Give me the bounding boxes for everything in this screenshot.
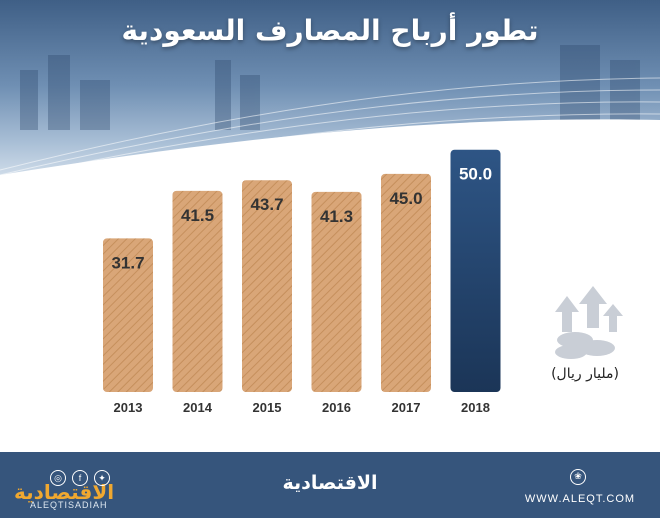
x-tick-2013: 2013 [114,400,143,415]
bar-chart: 31.7 41.5 43.7 41.3 45.0 50.0 2013 2014 2015 201… [103,149,501,415]
instagram-icon[interactable]: ◎ [50,470,66,486]
data-label-2014: 41.5 [181,206,214,225]
data-label-2013: 31.7 [111,253,144,272]
data-label-2016: 41.3 [320,207,353,226]
bar-2018 [450,149,501,392]
x-tick-2018: 2018 [461,400,490,415]
x-tick-2017: 2017 [392,400,421,415]
twitter-icon[interactable]: ✦ [94,470,110,486]
coins-rising-arrows-icon [555,286,623,359]
bar-2015 [242,180,292,392]
website-icon[interactable]: ❀ [570,469,586,485]
facebook-icon[interactable]: f [72,470,88,486]
data-label-2017: 45.0 [389,189,422,208]
chart-title: تطور أرباح المصارف السعودية [121,14,539,47]
bar-2017 [381,173,431,392]
data-label-2018: 50.0 [459,165,492,184]
website-link[interactable]: WWW.ALEQT.COM [524,493,636,505]
social-handle: ALEQTISADIAH [30,500,108,510]
skyline-silhouettes [20,45,640,130]
bar-2016 [311,191,362,392]
brand-logo: الاقتصادية [282,472,378,494]
data-label-2015: 43.7 [250,195,283,214]
x-tick-2014: 2014 [183,400,213,415]
bar-2013 [103,238,153,392]
bar-2014 [172,190,223,392]
unit-label: (مليار ريال) [551,366,619,382]
x-tick-2015: 2015 [253,400,282,415]
x-tick-2016: 2016 [322,400,351,415]
footer-bar [0,452,660,518]
